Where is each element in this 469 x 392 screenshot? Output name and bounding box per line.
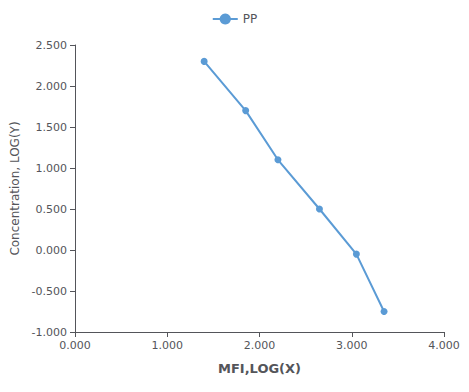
- svg-text:0.000: 0.000: [36, 244, 68, 257]
- svg-text:MFI,LOG(X): MFI,LOG(X): [218, 361, 301, 376]
- svg-text:3.000: 3.000: [336, 339, 368, 352]
- svg-text:2.500: 2.500: [36, 39, 68, 52]
- svg-text:0.500: 0.500: [36, 203, 68, 216]
- svg-text:-0.500: -0.500: [32, 285, 67, 298]
- svg-text:1.500: 1.500: [36, 121, 68, 134]
- svg-text:0.000: 0.000: [59, 339, 91, 352]
- svg-text:Concentration, LOG(Y): Concentration, LOG(Y): [8, 121, 22, 255]
- svg-text:4.000: 4.000: [428, 339, 460, 352]
- svg-text:1.000: 1.000: [152, 339, 184, 352]
- svg-text:1.000: 1.000: [36, 162, 68, 175]
- svg-text:-1.000: -1.000: [32, 326, 67, 339]
- svg-text:2.000: 2.000: [244, 339, 276, 352]
- svg-text:2.000: 2.000: [36, 80, 68, 93]
- svg-text:PP: PP: [243, 12, 257, 26]
